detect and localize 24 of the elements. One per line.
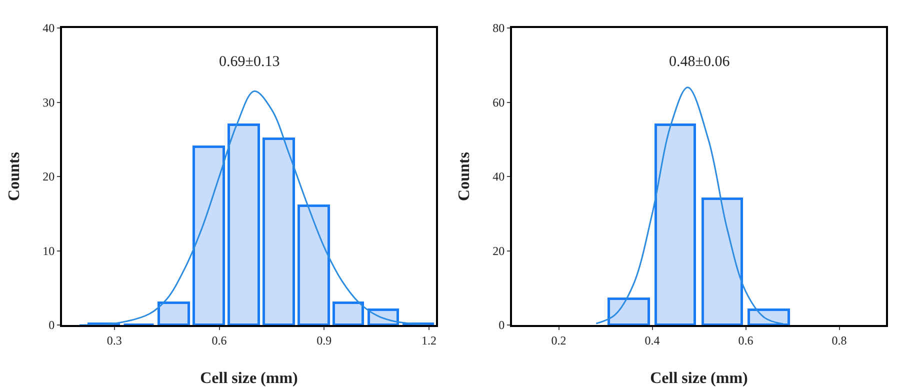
y-axis-title: Counts xyxy=(456,152,473,201)
y-tick-label: 60 xyxy=(492,95,505,110)
y-tick-label: 40 xyxy=(492,170,505,184)
x-axis-title: Cell size (mm) xyxy=(650,370,748,387)
y-tick-label: 0 xyxy=(48,318,55,332)
x-tick-label: 1.2 xyxy=(422,333,437,348)
y-tick-label: 30 xyxy=(42,95,55,110)
x-tick-label: 0.6 xyxy=(212,333,227,348)
y-tick-label: 0 xyxy=(498,318,505,332)
y-tick-label: 20 xyxy=(492,244,505,258)
annotation: 0.48±0.06 xyxy=(669,54,730,70)
x-tick-label: 0.2 xyxy=(551,333,566,348)
x-axis-title: Cell size (mm) xyxy=(200,370,298,387)
y-tick-label: 40 xyxy=(42,21,55,36)
x-tick-label: 0.4 xyxy=(644,333,660,348)
y-tick-label: 20 xyxy=(42,170,55,184)
y-axis-title: Counts xyxy=(6,152,23,201)
y-tick-label: 10 xyxy=(42,244,55,258)
y-tick-label: 80 xyxy=(492,21,505,36)
x-tick-label: 0.3 xyxy=(106,333,122,348)
x-tick-label: 0.6 xyxy=(738,333,754,348)
x-tick-label: 0.9 xyxy=(316,333,332,348)
x-tick-label: 0.8 xyxy=(832,333,847,348)
annotation: 0.69±0.13 xyxy=(219,54,280,70)
